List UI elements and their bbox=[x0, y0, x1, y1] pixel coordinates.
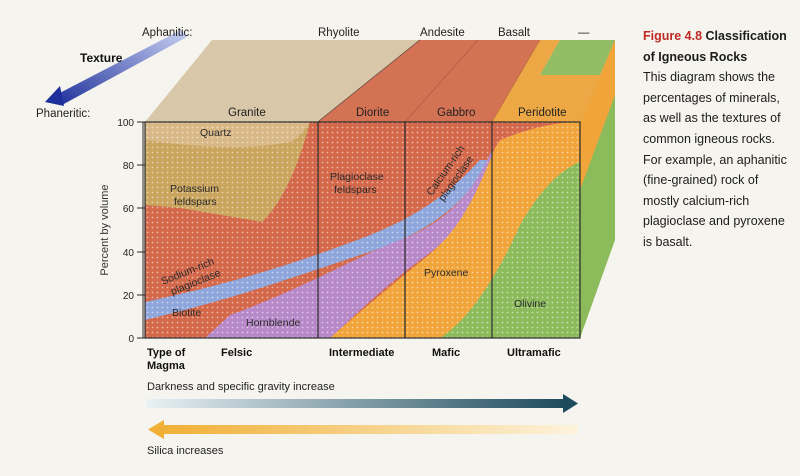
silica-arrow bbox=[162, 425, 578, 434]
y-tick: 40 bbox=[123, 248, 135, 259]
aphanitic-rock-names: Rhyolite Andesite Basalt — bbox=[318, 27, 590, 39]
magma-mafic: Mafic bbox=[432, 347, 460, 359]
magma-intermediate: Intermediate bbox=[329, 347, 394, 359]
y-tick: 60 bbox=[123, 204, 135, 215]
magma-label: Type of bbox=[147, 347, 186, 359]
rock-granite: Granite bbox=[228, 107, 266, 119]
magma-felsic: Felsic bbox=[221, 347, 252, 359]
label-plagioclase: Plagioclase bbox=[330, 171, 384, 183]
silica-label: Silica increases bbox=[147, 445, 224, 457]
y-tick: 80 bbox=[123, 161, 135, 172]
block-front-outline bbox=[144, 121, 581, 339]
rock-rhyolite: Rhyolite bbox=[318, 27, 360, 39]
label-hornblende: Hornblende bbox=[246, 317, 300, 329]
label-biotite: Biotite bbox=[172, 307, 201, 319]
rock-basalt: Basalt bbox=[498, 27, 531, 39]
label-k-feldspar: Potassium bbox=[170, 183, 219, 195]
y-tick: 20 bbox=[123, 291, 135, 302]
label-plagioclase: feldspars bbox=[334, 184, 377, 196]
rock-andesite: Andesite bbox=[420, 27, 465, 39]
y-tick: 0 bbox=[128, 334, 134, 345]
trend-darkness: Darkness and specific gravity increase bbox=[147, 381, 578, 413]
texture-arrow bbox=[52, 30, 187, 105]
label-quartz: Quartz bbox=[200, 127, 232, 139]
rock-peridotite: Peridotite bbox=[518, 107, 567, 119]
figure-number: Figure 4.8 bbox=[643, 29, 703, 43]
y-axis: 100 80 60 40 20 0 Percent by volume bbox=[99, 118, 145, 345]
aphanitic-label: Aphanitic: bbox=[142, 27, 193, 39]
rock-gabbro: Gabbro bbox=[437, 107, 475, 119]
magma-label: Magma bbox=[147, 360, 186, 372]
label-olivine: Olivine bbox=[514, 298, 546, 310]
darkness-label: Darkness and specific gravity increase bbox=[147, 381, 335, 393]
magma-ultramafic: Ultramafic bbox=[507, 347, 561, 359]
figure-caption-text: This diagram shows the percentages of mi… bbox=[643, 70, 787, 249]
mineral-areas bbox=[145, 122, 580, 338]
texture-indicator: Texture Aphanitic: Phaneritic: bbox=[36, 27, 193, 120]
phaneritic-rock-names: Granite Diorite Gabbro Peridotite bbox=[228, 107, 567, 119]
trend-silica: Silica increases bbox=[147, 420, 578, 457]
rock-diorite: Diorite bbox=[356, 107, 389, 119]
figure-title: Classification of Igneous Rocks bbox=[643, 29, 787, 64]
y-tick: 100 bbox=[117, 118, 134, 129]
label-pyroxene: Pyroxene bbox=[424, 267, 469, 279]
darkness-arrow bbox=[147, 399, 567, 408]
texture-label: Texture bbox=[80, 51, 123, 65]
column-dividers bbox=[317, 122, 493, 338]
phaneritic-label: Phaneritic: bbox=[36, 108, 90, 120]
figure-caption: Figure 4.8 Classification of Igneous Roc… bbox=[643, 26, 795, 253]
magma-types: Type of Magma Felsic Intermediate Mafic … bbox=[147, 347, 561, 372]
y-axis-label: Percent by volume bbox=[99, 184, 111, 275]
label-k-feldspar: feldspars bbox=[174, 196, 217, 208]
rock-none: — bbox=[578, 27, 590, 39]
